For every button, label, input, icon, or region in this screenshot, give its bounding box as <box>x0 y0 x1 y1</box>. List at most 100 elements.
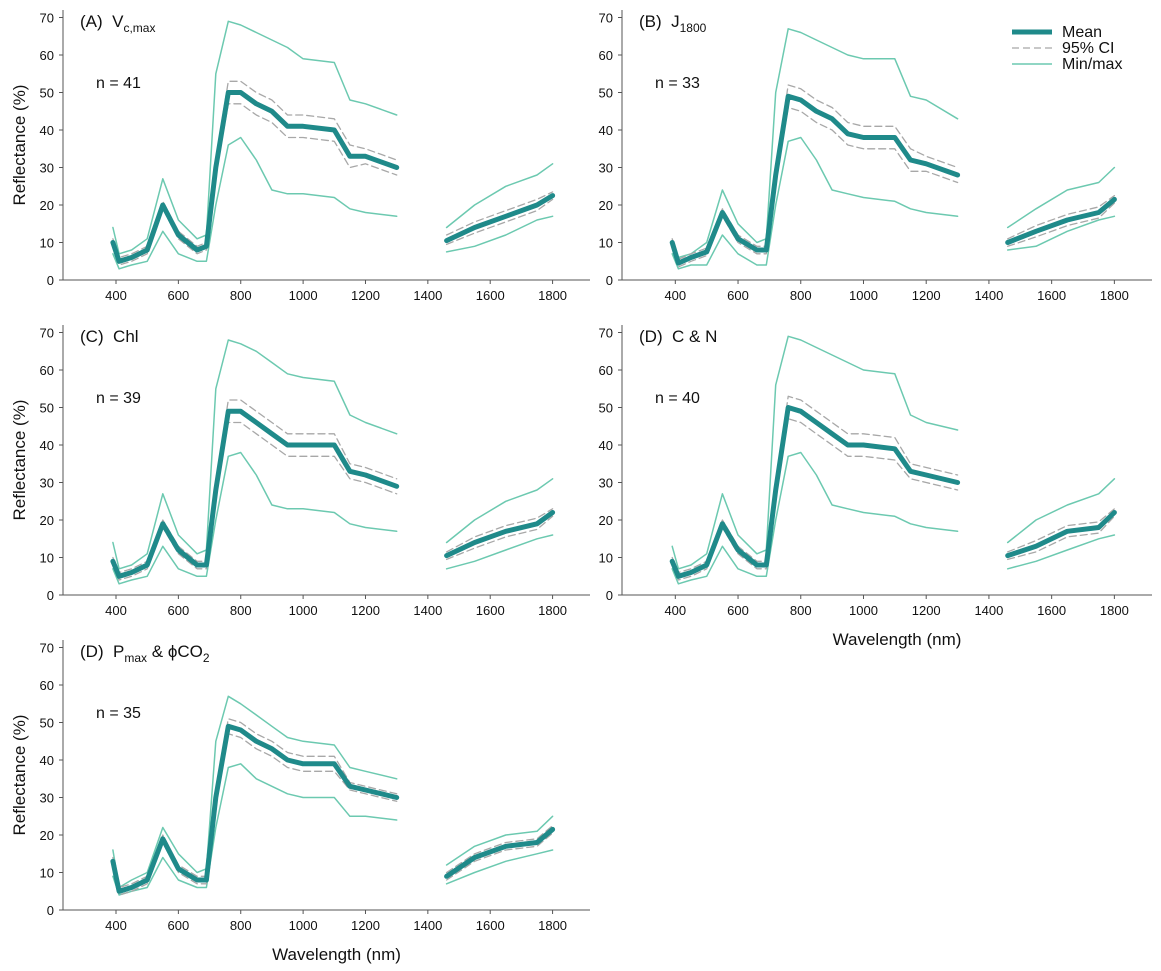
x-tick-label: 1400 <box>974 603 1003 618</box>
series-line <box>671 418 1116 581</box>
y-tick-label: 20 <box>40 198 54 213</box>
x-tick-label: 800 <box>230 918 252 933</box>
x-tick-label: 1600 <box>476 288 505 303</box>
x-tick-label: 1200 <box>351 288 380 303</box>
series-line <box>112 20 554 255</box>
panel-title: (A) Vc,max <box>80 12 155 35</box>
series-line <box>112 339 554 570</box>
x-tick-label: 400 <box>105 918 127 933</box>
y-tick-label: 70 <box>40 641 54 656</box>
series-line <box>112 451 554 585</box>
x-tick-label: 1600 <box>1037 603 1066 618</box>
y-tick-label: 70 <box>599 326 613 341</box>
y-tick-label: 0 <box>606 588 613 603</box>
y-tick-label: 30 <box>599 161 613 176</box>
series-line <box>669 93 1117 266</box>
y-tick-label: 10 <box>599 236 613 251</box>
x-tick-label: 1800 <box>1100 603 1129 618</box>
x-tick-label: 1200 <box>912 288 941 303</box>
y-tick-label: 70 <box>599 11 613 26</box>
sample-size: n = 39 <box>96 390 141 407</box>
x-tick-label: 600 <box>727 288 749 303</box>
y-tick-label: 20 <box>40 828 54 843</box>
y-tick-label: 60 <box>40 48 54 63</box>
y-tick-label: 30 <box>40 161 54 176</box>
y-tick-label: 60 <box>40 678 54 693</box>
x-tick-label: 1000 <box>849 603 878 618</box>
panel: 0 10 20 30 40 50 60 70 400 600 800 1000 1200 1400 1600… <box>10 10 590 303</box>
y-tick-label: 0 <box>47 273 54 288</box>
title-subscript: c,max <box>123 21 155 35</box>
y-axis-label: Reflectance (%) <box>10 85 29 206</box>
title-subscript: max <box>124 651 147 665</box>
panel-title: (B) J1800 <box>639 12 707 35</box>
legend-label: 95% CI <box>1062 40 1114 57</box>
series-line <box>671 335 1116 570</box>
y-tick-label: 30 <box>40 791 54 806</box>
y-tick-label: 60 <box>599 363 613 378</box>
x-tick-label: 800 <box>230 288 252 303</box>
sample-size: n = 35 <box>96 705 141 722</box>
y-tick-label: 50 <box>599 401 613 416</box>
panel: 0 10 20 30 40 50 60 70 400 600 800 1000 1200 1400 1600… <box>10 640 590 964</box>
x-tick-label: 1000 <box>289 288 318 303</box>
title-part: (B) J <box>639 12 680 31</box>
x-tick-label: 800 <box>790 603 812 618</box>
panel: 0 10 20 30 40 50 60 70 400 600 800 1000 1200 1400 1600… <box>10 325 590 618</box>
x-tick-label: 1400 <box>974 288 1003 303</box>
y-tick-label: 70 <box>40 11 54 26</box>
legend-label: Mean <box>1062 24 1102 41</box>
y-tick-label: 30 <box>40 476 54 491</box>
sample-size: n = 33 <box>655 75 700 92</box>
y-tick-label: 10 <box>40 236 54 251</box>
y-tick-label: 10 <box>599 551 613 566</box>
series-line <box>671 106 1116 268</box>
x-tick-label: 1800 <box>1100 288 1129 303</box>
panel-title: (C) Chl <box>80 327 139 346</box>
title-subscript: 1800 <box>680 21 707 35</box>
panel-title: (D) Pmax & ϕCO2 <box>80 642 210 665</box>
panel-title: (D) C & N <box>639 327 717 346</box>
series-line <box>110 723 556 894</box>
series-line <box>112 695 554 889</box>
x-tick-label: 600 <box>727 603 749 618</box>
series-line <box>669 405 1117 579</box>
series-line <box>112 763 554 896</box>
legend-label: Min/max <box>1062 56 1122 73</box>
sample-size: n = 40 <box>655 390 700 407</box>
title-part: (C) Chl <box>80 327 139 346</box>
y-tick-label: 0 <box>47 903 54 918</box>
y-tick-label: 20 <box>599 513 613 528</box>
y-tick-label: 40 <box>40 438 54 453</box>
x-tick-label: 1000 <box>289 603 318 618</box>
x-tick-label: 1200 <box>351 603 380 618</box>
y-tick-label: 20 <box>40 513 54 528</box>
x-tick-label: 800 <box>230 603 252 618</box>
y-tick-label: 60 <box>599 48 613 63</box>
y-tick-label: 0 <box>47 588 54 603</box>
title-part: & ϕCO <box>147 642 203 661</box>
x-tick-label: 1200 <box>351 918 380 933</box>
x-tick-label: 400 <box>664 603 686 618</box>
y-tick-label: 40 <box>599 123 613 138</box>
y-tick-label: 10 <box>40 551 54 566</box>
x-tick-label: 1600 <box>476 603 505 618</box>
y-tick-label: 50 <box>599 86 613 101</box>
x-tick-label: 1600 <box>476 918 505 933</box>
title-part: (D) C & N <box>639 327 717 346</box>
y-tick-label: 40 <box>40 123 54 138</box>
x-tick-label: 1400 <box>413 288 442 303</box>
y-tick-label: 40 <box>40 753 54 768</box>
series-line <box>671 451 1116 585</box>
y-tick-label: 50 <box>40 716 54 731</box>
x-tick-label: 600 <box>168 603 190 618</box>
x-axis-label: Wavelength (nm) <box>833 630 962 649</box>
panel: 0 10 20 30 40 50 60 70 400 600 800 1000 1200 1400 1600… <box>599 325 1152 649</box>
x-tick-label: 1000 <box>849 288 878 303</box>
title-part: (A) V <box>80 12 124 31</box>
x-tick-label: 600 <box>168 288 190 303</box>
x-tick-label: 1800 <box>538 288 567 303</box>
title-part: (D) P <box>80 642 124 661</box>
y-tick-label: 30 <box>599 476 613 491</box>
